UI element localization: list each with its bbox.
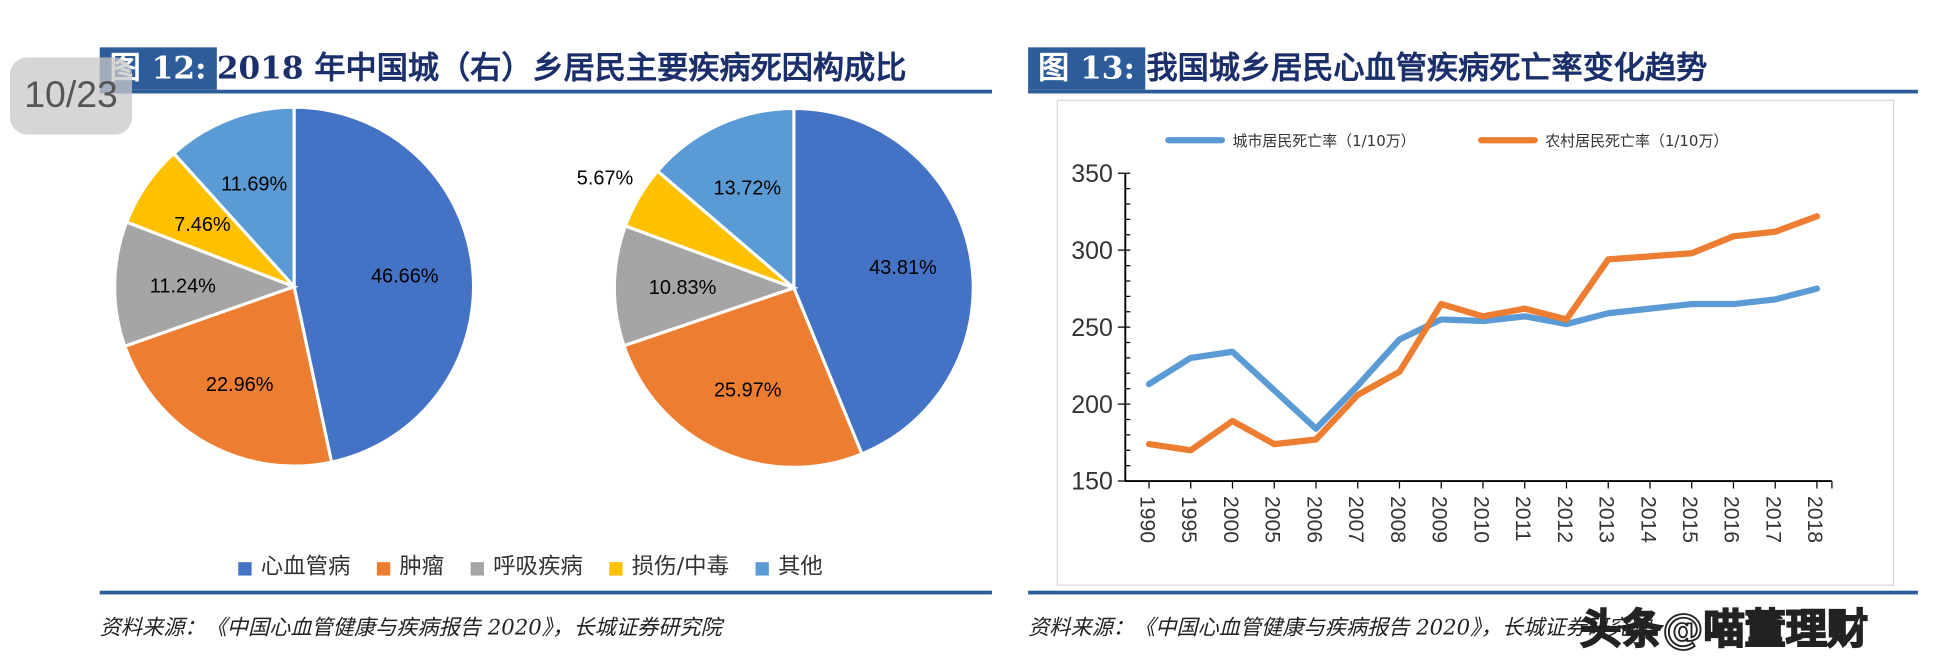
legend-item-rural: 农村居民死亡率（1/10万） <box>1477 130 1729 151</box>
x-tick-label: 2016 <box>1720 496 1743 543</box>
pie-data-label: 11.69% <box>221 173 287 195</box>
legend-item-cardio: ■ 心血管病 <box>236 553 351 580</box>
legend-item-city: 城市居民死亡率（1/10万） <box>1165 130 1416 151</box>
pie-data-label: 7.46% <box>174 214 231 236</box>
rural-series-line <box>1145 213 1821 454</box>
pie-data-label: 11.24% <box>150 275 216 297</box>
x-tick-label: 2015 <box>1678 496 1701 543</box>
pie-data-label: 25.97% <box>714 380 782 402</box>
legend-label: 城市居民死亡率（1/10万） <box>1232 132 1416 150</box>
pie-slice <box>113 220 299 349</box>
pie-slice <box>122 284 334 468</box>
pie-slice <box>612 223 799 348</box>
line-chart: 150 200 250 300 350 1990 1995 2000 2005 2006 2007 2… <box>1071 160 1833 543</box>
x-tick-label: 2011 <box>1511 496 1534 542</box>
figure-13-source: 资料来源：《中国心血管健康与疾病报告 2020》，长城证券研究院 <box>1028 615 1651 641</box>
legend-label: 肿瘤 <box>399 553 445 580</box>
legend-label: 呼吸疾病 <box>493 553 583 580</box>
x-tick-label: 2018 <box>1803 496 1826 543</box>
pie-slice <box>292 105 476 464</box>
pie-data-label: 13.72% <box>714 177 782 199</box>
legend-item-respiratory: ■ 呼吸疾病 <box>469 553 583 580</box>
x-tick-label: 2012 <box>1553 496 1576 543</box>
pie-data-label: 10.83% <box>649 277 717 299</box>
bottom-divider <box>1028 590 1918 595</box>
legend-item-injury: ■ 损伤/中毒 <box>607 553 730 580</box>
title-divider <box>99 89 992 94</box>
legend-swatch <box>1165 137 1226 144</box>
x-tick-label: 2005 <box>1261 496 1284 543</box>
legend-label: 农村居民死亡率（1/10万） <box>1545 132 1729 150</box>
y-tick-label: 150 <box>1071 468 1113 496</box>
bottom-divider <box>99 590 992 595</box>
x-tick-label: 2010 <box>1469 496 1492 543</box>
x-tick-label: 1995 <box>1177 496 1200 543</box>
figure-13-title: 我国城乡居民心血管疾病死亡率变化趋势 <box>1146 49 1708 86</box>
pie-legend: ■ 心血管病 ■ 肿瘤 ■ 呼吸疾病 ■ 损伤/中毒 ■ 其他 <box>237 548 823 580</box>
x-tick-label: 2007 <box>1344 496 1367 543</box>
figure-12-title: 2018 年中国城（右）乡居民主要疾病死因构成比 <box>216 49 907 86</box>
page-indicator: 10/23 <box>9 57 133 135</box>
pie-data-label: 22.96% <box>206 374 274 396</box>
legend-label: 损伤/中毒 <box>631 553 730 580</box>
pie-slice <box>621 285 864 469</box>
legend-label: 心血管病 <box>260 553 351 580</box>
pie-charts: 46.66% 22.96% 11.24% 7.46% 11.69% 43.81% 25.97… <box>113 105 975 469</box>
watermark: 头条@喵董理财 <box>1579 603 1869 654</box>
x-tick-label: 2014 <box>1636 496 1659 543</box>
x-tick-label: 2013 <box>1594 496 1617 543</box>
title-divider <box>1028 89 1918 94</box>
y-tick-label: 300 <box>1071 237 1113 265</box>
legend-item-tumor: ■ 肿瘤 <box>375 553 445 580</box>
line-legend: 城市居民死亡率（1/10万） 农村居民死亡率（1/10万） <box>1165 130 1728 151</box>
y-tick-label: 250 <box>1071 314 1113 342</box>
line-chart-frame <box>1056 99 1895 586</box>
x-tick-label: 2006 <box>1302 496 1325 543</box>
x-tick-label: 1990 <box>1135 496 1158 543</box>
legend-swatch <box>1477 137 1538 144</box>
figure-12-source: 资料来源：《中国心血管健康与疾病报告 2020》，长城证券研究院 <box>99 615 722 641</box>
figure-13-tag: 图 13: <box>1028 47 1145 90</box>
city-series-line <box>1145 285 1821 432</box>
x-tick-label: 2008 <box>1386 496 1409 543</box>
legend-label: 其他 <box>777 553 823 580</box>
x-tick-label: 2009 <box>1428 496 1451 543</box>
x-tick-label: 2017 <box>1761 496 1784 543</box>
pie-data-label: 43.81% <box>869 257 937 279</box>
pie-data-label: 46.66% <box>371 265 439 287</box>
y-tick-label: 200 <box>1071 391 1113 419</box>
pie-slice <box>171 105 296 291</box>
pie-slice <box>655 106 796 292</box>
legend-item-other: ■ 其他 <box>753 553 823 580</box>
pie-slice <box>792 106 975 456</box>
y-tick-label: 350 <box>1071 160 1113 188</box>
pie-data-label: 5.67% <box>577 168 634 190</box>
x-tick-label: 2000 <box>1219 496 1242 543</box>
